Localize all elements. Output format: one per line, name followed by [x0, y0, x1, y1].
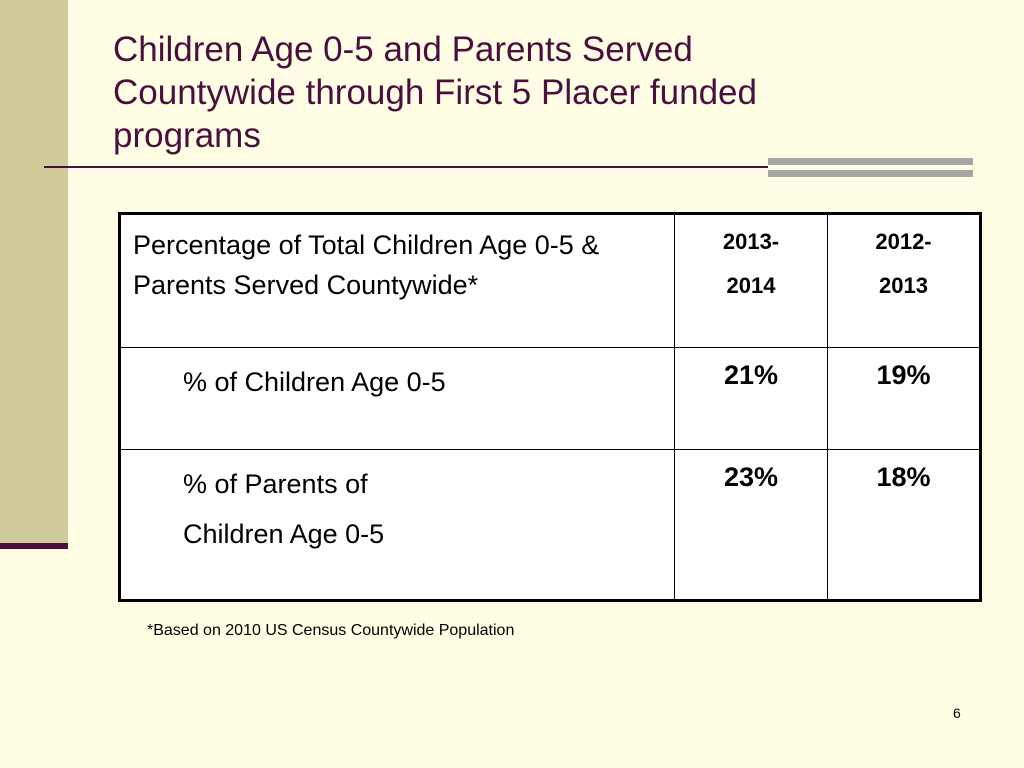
table-row-parents: % of Parents of Children Age 0-5 23% 18% — [119, 449, 981, 601]
page-number: 6 — [953, 705, 961, 721]
row-label-line-2: Children Age 0-5 — [183, 519, 385, 549]
gray-band-top — [768, 158, 973, 165]
decorative-side-bar — [0, 0, 68, 548]
gray-band-bottom — [768, 170, 973, 177]
gray-accent-bands — [768, 158, 973, 178]
footnote: *Based on 2010 US Census Countywide Popu… — [147, 622, 515, 639]
title-line-2: Countywide through First 5 Placer funded — [113, 73, 757, 112]
year-line-2: 2013 — [879, 273, 928, 298]
row-label-line-1: % of Parents of — [183, 469, 368, 499]
year-line-1: 2013- — [722, 229, 780, 254]
year-line-2: 2014 — [726, 273, 776, 298]
header-year-2013-2014: 2013- 2014 — [674, 213, 828, 348]
row-label-children: % of Children Age 0-5 — [119, 347, 675, 450]
slide-title: Children Age 0-5 and Parents Served Coun… — [113, 28, 913, 157]
title-divider — [44, 166, 768, 168]
value-parents-2013-2014: 23% — [674, 449, 828, 601]
row-label-line: % of Children Age 0-5 — [183, 367, 446, 397]
title-line-3: programs — [113, 116, 261, 155]
row-label-parents: % of Parents of Children Age 0-5 — [119, 449, 675, 601]
table-row-children: % of Children Age 0-5 21% 19% — [119, 347, 981, 450]
served-percentages-table: Percentage of Total Children Age 0-5 & P… — [118, 212, 982, 602]
value-children-2012-2013: 19% — [827, 347, 981, 450]
title-line-1: Children Age 0-5 and Parents Served — [113, 30, 693, 69]
year-line-1: 2012- — [875, 229, 932, 254]
header-label-cell: Percentage of Total Children Age 0-5 & P… — [119, 213, 675, 348]
side-bar-underline — [0, 543, 68, 549]
value-parents-2012-2013: 18% — [827, 449, 981, 601]
header-year-2012-2013: 2012- 2013 — [827, 213, 981, 348]
table-header-row: Percentage of Total Children Age 0-5 & P… — [119, 213, 981, 348]
value-children-2013-2014: 21% — [674, 347, 828, 450]
